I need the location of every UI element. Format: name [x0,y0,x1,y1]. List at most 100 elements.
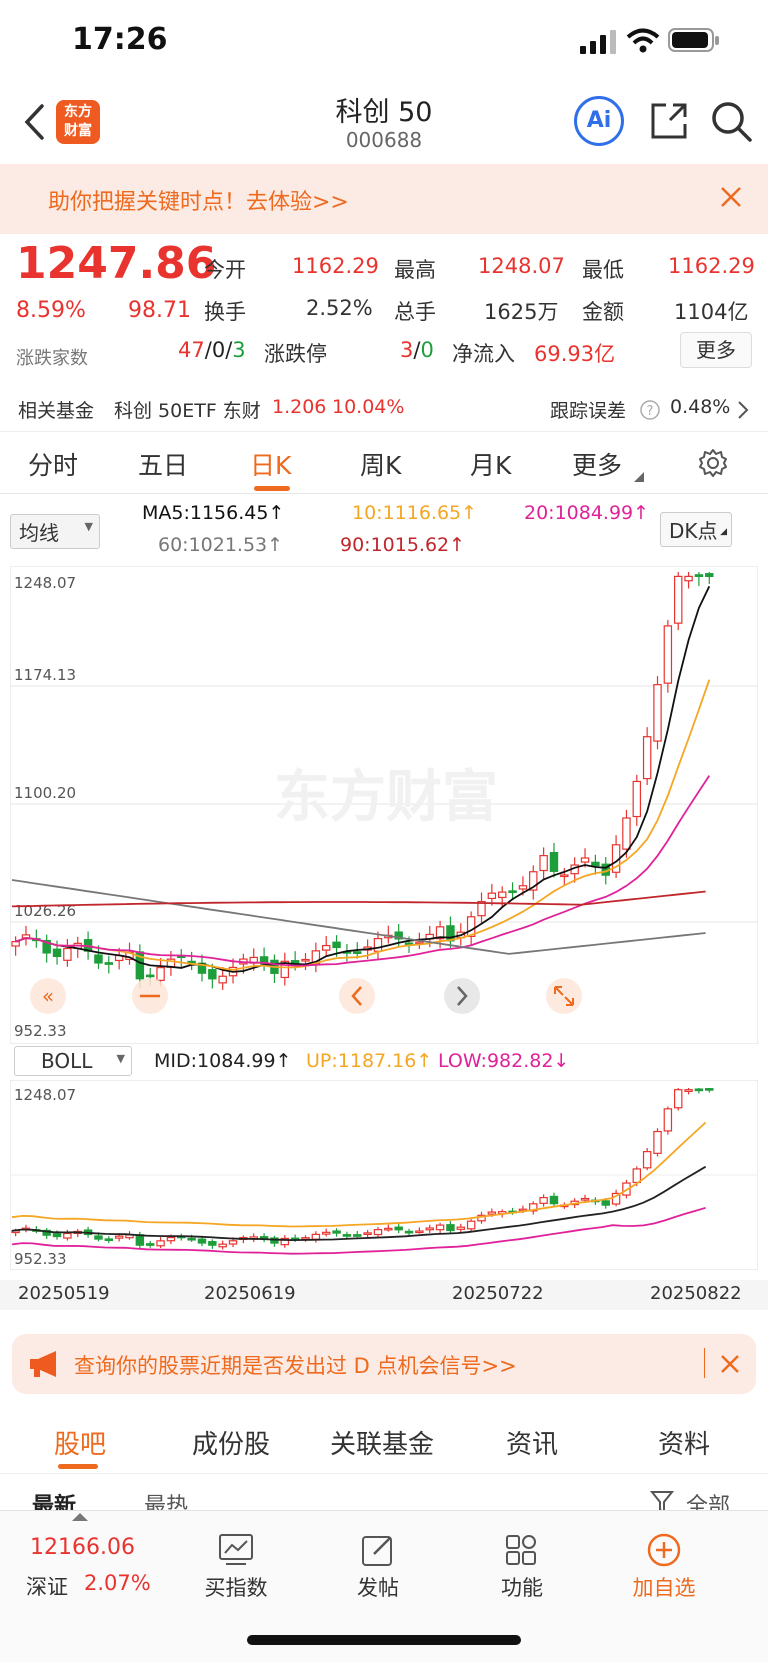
candle-body [42,939,51,954]
boll-svg[interactable]: 1248.07 952.33 [9,1079,759,1271]
tab-five-day[interactable]: 五日 [138,451,189,480]
tab-constituents[interactable]: 成份股 [192,1430,271,1460]
filter-icon[interactable] [650,1490,674,1512]
candle-body [539,1196,548,1204]
date-label-2: 20250619 [204,1283,296,1304]
candle-body [218,1243,227,1248]
date-label-3: 20250722 [452,1283,544,1304]
signal-icon [580,30,616,54]
kline-svg[interactable]: 东方财富 1248.07 1174.13 1100.20 1026.26 952… [9,565,759,1045]
candle-body [560,874,569,878]
boll-select[interactable]: BOLL ▼ [14,1046,132,1076]
tab-related-funds[interactable]: 关联基金 [330,1430,435,1460]
chart-expand-button[interactable] [546,978,582,1014]
promo-text[interactable]: 查询你的股票近期是否发出过 D 点机会信号>> [74,1354,517,1378]
candle-body [42,1229,51,1236]
tab-news[interactable]: 资讯 [506,1430,559,1460]
features-button[interactable]: 功能 [462,1533,582,1602]
candle-body [632,1168,642,1184]
banner-text[interactable]: 助你把握关键时点！去体验>> [48,190,349,215]
tab-daily-k[interactable]: 日K [250,451,292,480]
candle-body [218,975,227,984]
promo-banner[interactable]: 助你把握关键时点！去体验>> [0,164,768,234]
chevron-right-icon [738,401,749,419]
svg-text:?: ? [647,404,654,419]
high-label: 最高 [394,258,436,282]
candlestick-chart[interactable]: 东方财富 1248.07 1174.13 1100.20 1026.26 952… [9,565,759,1045]
ma5-value: MA5:1156.45↑ [142,502,285,524]
megaphone-icon [30,1351,56,1377]
buy-index-button[interactable]: 买指数 [176,1533,296,1602]
candle-body [529,1203,538,1212]
share-icon[interactable] [648,100,690,142]
fund-name[interactable]: 科创 50ETF 东财 [114,400,261,422]
boll-y-top: 1248.07 [14,1086,76,1104]
quote-panel: 1247.86 8.59% 98.71 今开 1162.29 最高 1248.0… [0,234,768,394]
candle-body [404,1230,414,1234]
candle-body [353,1234,362,1237]
expand-up-icon[interactable] [72,1511,88,1521]
ma60-line [11,879,706,955]
home-indicator [247,1635,521,1645]
tab-intraday[interactable]: 分时 [28,451,79,480]
promo-close-icon[interactable] [720,1354,740,1374]
chart-rewind-button[interactable]: « [30,978,66,1014]
ticker-index-value[interactable]: 12166.06 [30,1535,135,1560]
app-logo[interactable]: 东方 财富 [56,100,100,144]
candle-body [622,817,631,850]
add-watchlist-button[interactable]: 加自选 [604,1533,724,1602]
grid-icon [506,1535,536,1565]
high-value: 1248.07 [478,254,565,278]
settings-icon[interactable] [698,448,728,478]
dk-point-button[interactable]: DK点 ◢ [660,512,732,547]
candle-body [601,1200,610,1206]
candle-body [653,684,662,742]
content-tabs: 股吧 成份股 关联基金 资讯 资料 [0,1410,768,1474]
candle-body [435,926,445,940]
ai-button[interactable]: Ai [574,96,624,146]
candle-body [497,891,507,899]
post-button[interactable]: 发帖 [318,1533,438,1602]
related-fund-row[interactable]: 相关基金 科创 50ETF 东财 1.206 10.04% 跟踪误差 ? 0.4… [0,388,768,432]
wifi-icon [626,28,660,53]
candle-body [52,1233,62,1238]
back-icon[interactable] [22,102,46,142]
sort-latest[interactable]: 最新 [32,1494,77,1512]
close-icon[interactable] [720,186,742,208]
dpoint-promo[interactable]: 查询你的股票近期是否发出过 D 点机会信号>> [12,1334,756,1394]
status-time: 17:26 [72,22,168,57]
candle-body [156,967,165,981]
candle-body [280,960,290,979]
tab-guba[interactable]: 股吧 [54,1430,107,1460]
chart-zoom-out-button[interactable] [132,978,168,1014]
help-icon[interactable]: ? [640,400,660,420]
y-label-2: 1174.13 [14,666,76,684]
tab-weekly-k[interactable]: 周K [360,451,402,480]
sort-hottest[interactable]: 最热 [144,1494,189,1512]
fund-price: 1.206 [272,396,327,418]
filter-all[interactable]: 全部 [686,1494,731,1512]
candle-body [642,736,652,780]
ma90-value: 90:1015.62↑ [340,534,466,556]
boll-up: UP:1187.16↑ [306,1050,433,1072]
nav-bar: 东方 财富 科创 50 000688 Ai [0,86,768,164]
candle-body [63,1232,72,1239]
indicator-select[interactable]: 均线 ▼ [10,514,100,549]
candle-body [694,1088,704,1092]
tab-monthly-k[interactable]: 月K [470,451,512,480]
candle-body [311,1233,321,1240]
boll-chart[interactable]: 1248.07 952.33 [9,1079,759,1271]
chart-next-button[interactable] [444,978,480,1014]
candle-body [653,1130,662,1154]
chart-prev-button[interactable] [339,978,375,1014]
candle-body [518,885,528,890]
tab-more[interactable]: 更多 [572,451,623,480]
chart-line-icon [219,1534,253,1565]
candle-body [332,1230,341,1234]
tab-profile[interactable]: 资料 [658,1430,711,1460]
boll-low-line [11,1206,706,1255]
post-label: 发帖 [357,1576,399,1600]
more-button[interactable]: 更多 [680,332,752,368]
candle-body [104,962,114,965]
search-icon[interactable] [710,100,754,144]
